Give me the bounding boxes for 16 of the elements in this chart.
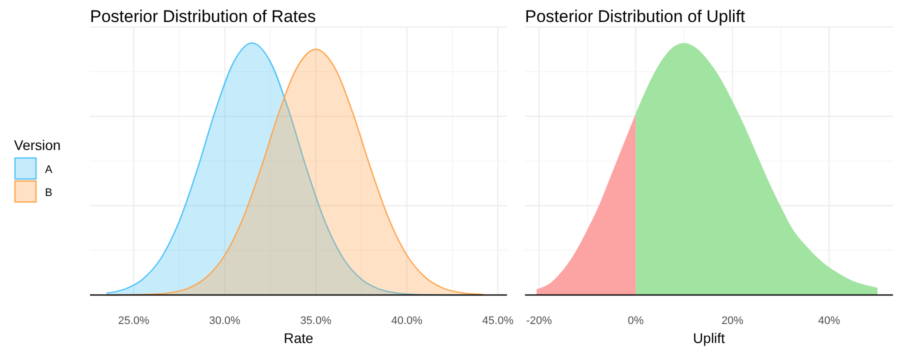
x-tick-label: 0%: [628, 315, 644, 327]
x-tick-label: 40%: [818, 315, 840, 327]
x-axis-title: Uplift: [693, 330, 726, 346]
legend-title: Version: [14, 137, 61, 153]
chart-title: Posterior Distribution of Rates: [90, 7, 316, 26]
chart-title: Posterior Distribution of Uplift: [525, 7, 746, 26]
legend-label: A: [45, 164, 53, 176]
x-tick-label: 45.0%: [482, 315, 514, 327]
x-tick-label: 40.0%: [391, 315, 423, 327]
x-tick-label: 30.0%: [209, 315, 241, 327]
x-tick-label: 25.0%: [118, 315, 150, 327]
legend-label: B: [45, 187, 52, 199]
x-tick-label: 20%: [721, 315, 744, 327]
x-tick-label: 35.0%: [300, 315, 332, 327]
x-axis-title: Rate: [284, 330, 314, 346]
x-tick-label: -20%: [526, 315, 552, 327]
